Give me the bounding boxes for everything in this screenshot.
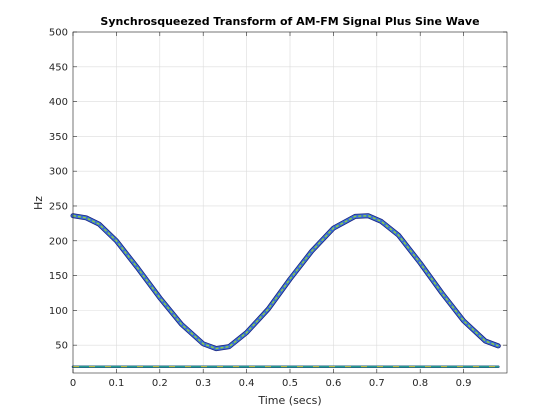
y-tick-label: 350 bbox=[49, 132, 68, 143]
y-tick-label: 150 bbox=[49, 271, 68, 282]
x-tick-label: 0.9 bbox=[456, 378, 472, 389]
y-tick-label: 450 bbox=[49, 62, 68, 73]
y-tick-label: 250 bbox=[49, 201, 68, 212]
y-tick-label: 100 bbox=[49, 306, 68, 317]
x-tick-label: 0 bbox=[70, 378, 76, 389]
x-tick-label: 0.7 bbox=[369, 378, 385, 389]
series-layer bbox=[70, 213, 501, 368]
x-tick-label: 0.1 bbox=[108, 378, 124, 389]
x-axis-label: Time (secs) bbox=[257, 394, 321, 407]
y-tick-label: 50 bbox=[55, 341, 68, 352]
ticks: 0 0.1 0.2 0.3 0.4 0.5 0.6 0.7 0.8 0.9 50 100 150 200 2… bbox=[49, 28, 507, 389]
x-tick-label: 0.8 bbox=[412, 378, 428, 389]
chart-title: Synchrosqueezed Transform of AM-FM Signa… bbox=[100, 15, 479, 28]
x-tick-label: 0.4 bbox=[239, 378, 255, 389]
y-tick-label: 500 bbox=[49, 28, 68, 39]
x-tick-label: 0.5 bbox=[282, 378, 298, 389]
y-tick-label: 300 bbox=[49, 167, 68, 178]
x-tick-label: 0.6 bbox=[325, 378, 341, 389]
series-highlight bbox=[72, 214, 499, 350]
y-axis-label: Hz bbox=[32, 196, 45, 210]
x-tick-label: 0.3 bbox=[195, 378, 211, 389]
x-tick-label: 0.2 bbox=[152, 378, 168, 389]
y-tick-label: 400 bbox=[49, 97, 68, 108]
y-tick-label: 200 bbox=[49, 236, 68, 247]
grid bbox=[72, 31, 507, 373]
